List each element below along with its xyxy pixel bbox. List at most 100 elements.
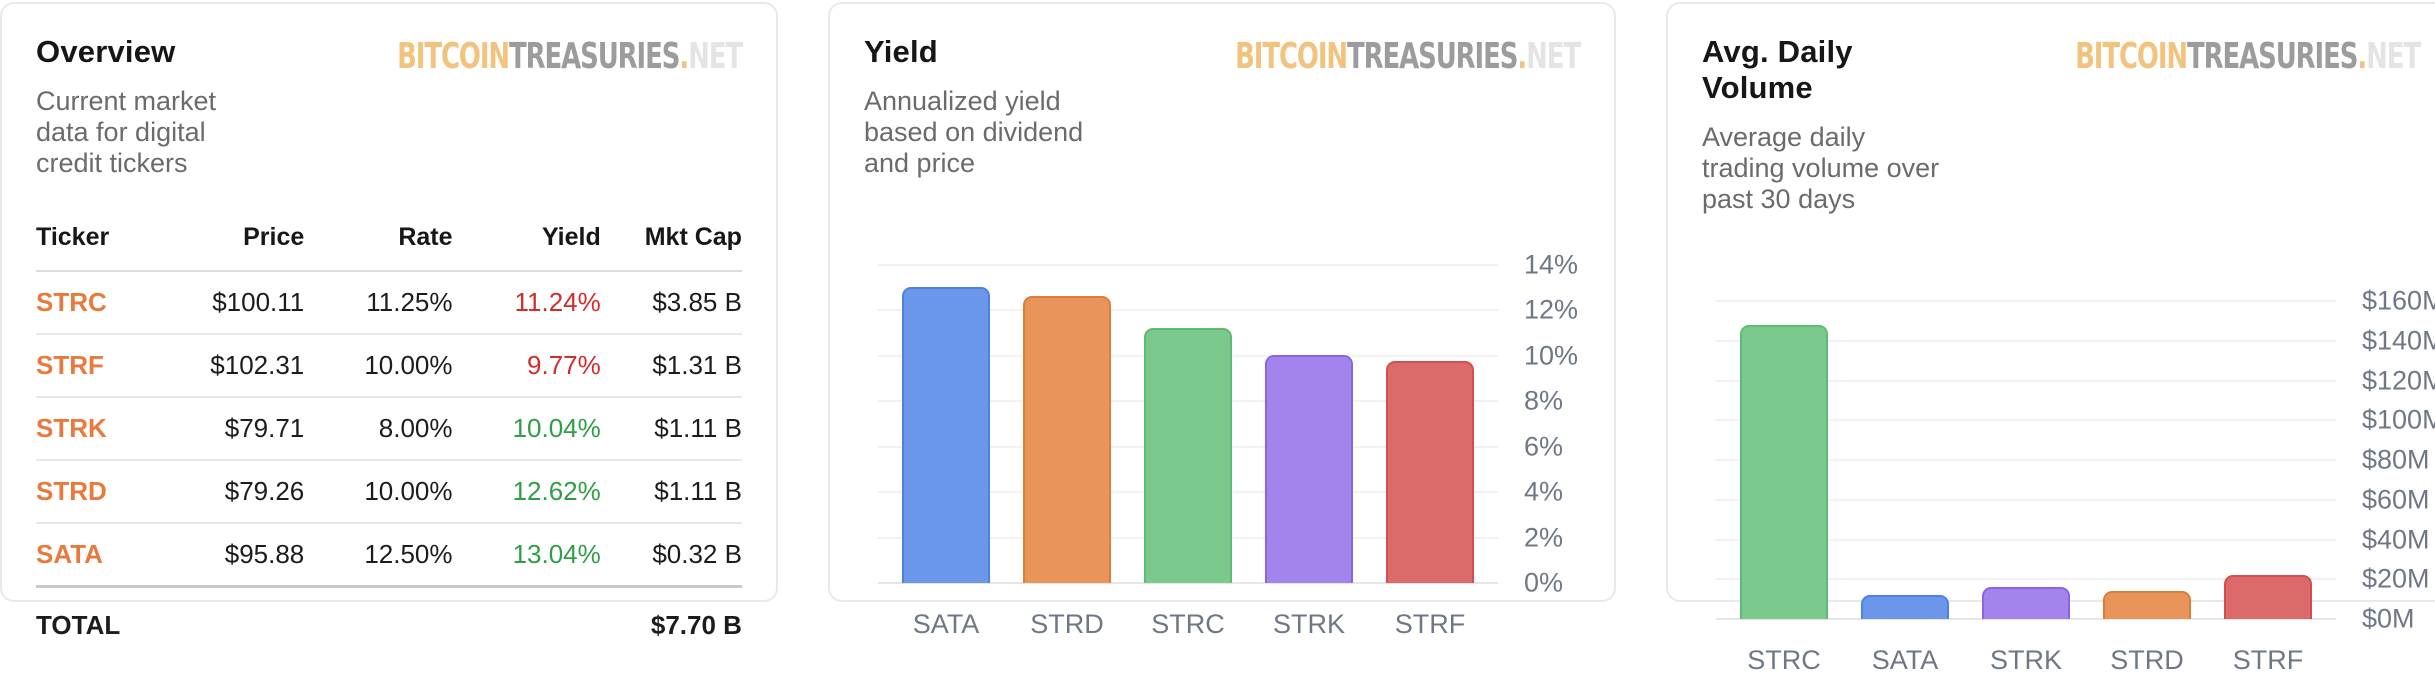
gridline <box>1716 379 2336 382</box>
y-axis-tick-label: 8% <box>1524 385 1564 416</box>
logo-part-dot: . <box>2357 36 2367 77</box>
avg-daily-volume-bar-strd[interactable] <box>2103 591 2191 619</box>
column-header-price: Price <box>243 223 305 251</box>
avg-daily-volume-bars <box>1716 301 2336 619</box>
volume-header: Avg. Daily Volume Average daily trading … <box>1702 34 2421 215</box>
yield-cell: 9.77% <box>527 350 601 380</box>
empty-cell <box>149 604 304 641</box>
column-header-ticker: Ticker <box>36 223 110 251</box>
yield-bars <box>878 265 1498 583</box>
rate-cell: 8.00% <box>378 413 453 443</box>
overview-header: Overview Current market data for digital… <box>36 34 743 179</box>
avg-daily-volume-bar-strc[interactable] <box>1740 324 1828 619</box>
price-cell: $79.26 <box>224 476 305 506</box>
y-axis-tick-label: 2% <box>1524 522 1564 553</box>
x-axis-label-strk: STRK <box>1272 609 1345 639</box>
table-row-strf: STRF $102.31 10.00% 9.77% $1.31 B <box>36 335 742 398</box>
overview-panel: Overview Current market data for digital… <box>0 2 778 640</box>
y-axis-tick-label: $100M <box>2362 404 2435 435</box>
x-axis-label-strc: STRC <box>1747 645 1821 675</box>
yield-cell: 13.04% <box>512 539 601 569</box>
gridline <box>1716 339 2336 342</box>
x-axis-label-strf: STRF <box>1394 609 1466 639</box>
y-axis-tick-label: $20M <box>2362 563 2430 594</box>
yield-cell: 12.62% <box>512 476 601 506</box>
total-label: TOTAL <box>36 610 121 640</box>
table-total-row: TOTAL $7.70 B <box>36 588 742 656</box>
yield-bar-strc[interactable] <box>1144 327 1232 583</box>
price-cell: $102.31 <box>210 350 305 380</box>
y-axis-tick-label: 0% <box>1524 567 1564 598</box>
gridline <box>1716 300 2336 302</box>
rate-cell: 12.50% <box>364 539 453 569</box>
bitcointreasuries-logo: BITCOINTREASURIES.NET <box>397 36 743 77</box>
gridline <box>878 582 1498 584</box>
table-body: STRC $100.11 11.25% 11.24% $3.85 B STRF $102.3… <box>36 272 742 588</box>
column-header-yield: Yield <box>541 223 601 251</box>
y-axis-tick-label: $120M <box>2362 365 2435 395</box>
y-axis-tick-label: $40M <box>2362 524 2430 554</box>
yield-bar-strd[interactable] <box>1023 296 1111 583</box>
y-axis-tick-label: 12% <box>1524 294 1579 325</box>
logo-part-treasuries: TREASURIES <box>1347 36 1518 77</box>
logo-part-treasuries: TREASURIES <box>2187 36 2358 77</box>
table-row-sata: SATA $95.88 12.50% 13.04% $0.32 B <box>36 524 742 588</box>
total-mkt-cap: $7.70 B <box>650 610 742 640</box>
volume-bar-chart: $160M $140M $120M $100M $80M $60M $40M $20M $0M … <box>1716 286 2435 676</box>
rate-cell: 11.25% <box>366 287 453 317</box>
logo-part-bitcoin: BITCOIN <box>1235 36 1348 77</box>
yield-bar-sata[interactable] <box>902 286 990 583</box>
avg-daily-volume-bar-strf[interactable] <box>2224 575 2312 619</box>
x-axis-label-strd: STRD <box>1030 609 1104 639</box>
logo-part-net: NET <box>688 36 743 77</box>
x-axis-label-sata: SATA <box>1871 645 1939 675</box>
mkt-cap-cell: $1.11 B <box>654 476 742 506</box>
yield-title: Yield <box>864 34 938 69</box>
ticker-link-sata[interactable]: SATA <box>36 539 103 569</box>
y-axis-tick-label: $0M <box>2362 603 2415 634</box>
logo-part-treasuries: TREASURIES <box>509 36 680 77</box>
bitcointreasuries-logo: BITCOINTREASURIES.NET <box>1235 36 1581 77</box>
gridline <box>1716 498 2336 501</box>
volume-subtitle: Average daily trading volume over past 3… <box>1702 122 1940 214</box>
volume-x-axis-labels: STRC SATA STRK STRD STRF <box>1716 645 2336 676</box>
column-header-rate: Rate <box>398 223 453 251</box>
avg-daily-volume-bar-sata[interactable] <box>1861 595 1949 619</box>
yield-header: Yield Annualized yield based on dividend… <box>864 34 1581 179</box>
price-cell: $100.11 <box>212 287 305 317</box>
yield-x-axis-labels: SATA STRD STRC STRK STRF <box>878 609 1498 640</box>
x-axis-label-sata: SATA <box>912 609 980 639</box>
empty-cell <box>304 604 452 641</box>
logo-part-dot: . <box>679 36 689 77</box>
price-cell: $79.71 <box>224 413 305 443</box>
yield-bar-chart: 14% 12% 10% 8% 6% 4% 2% 0% SATA STRD STRC STRK STRF <box>878 250 1578 640</box>
table-row-strk: STRK $79.71 8.00% 10.04% $1.11 B <box>36 398 742 461</box>
gridline <box>1716 578 2336 581</box>
rate-cell: 10.00% <box>364 350 453 380</box>
x-axis-label-strk: STRK <box>1989 645 2062 675</box>
table-header-row: Ticker Price Rate Yield Mkt Cap <box>36 223 742 272</box>
volume-panel: Avg. Daily Volume Average daily trading … <box>1666 2 2435 675</box>
y-axis-tick-label: $80M <box>2362 444 2430 475</box>
rate-cell: 10.00% <box>364 476 453 506</box>
logo-part-bitcoin: BITCOIN <box>397 36 510 77</box>
mkt-cap-cell: $1.11 B <box>654 413 742 443</box>
ticker-link-strd[interactable]: STRD <box>36 476 107 506</box>
market-table: Ticker Price Rate Yield Mkt Cap STRC $100.11 1… <box>36 223 742 656</box>
panel-subtitle: Current market data for digital credit t… <box>36 86 217 178</box>
ticker-link-strk[interactable]: STRK <box>36 413 107 443</box>
gridline <box>878 264 1498 266</box>
yield-bar-strf[interactable] <box>1386 361 1474 583</box>
ticker-link-strc[interactable]: STRC <box>36 287 107 317</box>
gridline <box>878 309 1498 312</box>
avg-daily-volume-bar-strk[interactable] <box>1982 587 2070 619</box>
gridline <box>1716 419 2336 422</box>
yield-bar-strk[interactable] <box>1265 354 1353 583</box>
yield-plot-area: 14% 12% 10% 8% 6% 4% 2% 0% <box>878 250 1578 598</box>
yield-subtitle: Annualized yield based on dividend and p… <box>864 86 1084 178</box>
ticker-link-strf[interactable]: STRF <box>36 350 104 380</box>
bitcointreasuries-logo: BITCOINTREASURIES.NET <box>2075 36 2421 77</box>
y-axis-tick-label: 14% <box>1524 249 1579 280</box>
yield-panel: Yield Annualized yield based on dividend… <box>828 2 1616 639</box>
